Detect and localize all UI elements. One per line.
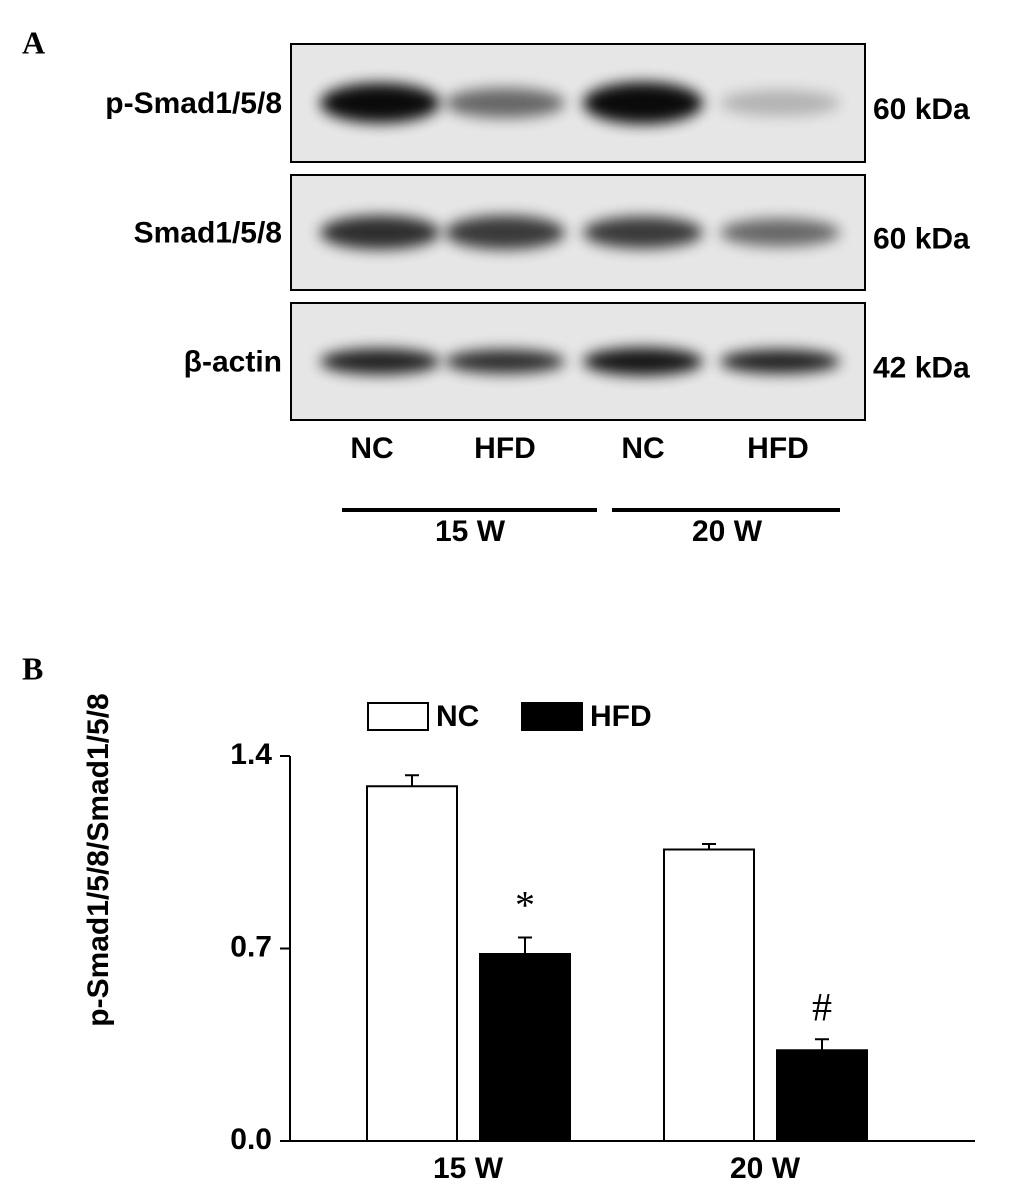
size-label: 60 kDa <box>873 222 970 255</box>
bar <box>479 953 571 1142</box>
group-label: 20 W <box>692 515 763 548</box>
y-tick-label: 0.7 <box>230 930 272 963</box>
blot-band <box>583 216 703 249</box>
error-bar <box>702 843 716 850</box>
lane-label: NC <box>621 432 664 465</box>
blot-frame <box>290 302 866 421</box>
bar-chart: 0.0 0.7 1.4 p-Smad1/5/8/Smad1/5/8 NC HFD 15 W *… <box>82 693 975 1185</box>
y-axis-label: p-Smad1/5/8/Smad1/5/8 <box>82 693 115 1027</box>
error-bar <box>815 1038 829 1051</box>
legend-label: NC <box>436 700 479 733</box>
size-label: 60 kDa <box>873 93 970 126</box>
significance-mark: * <box>515 883 535 928</box>
bar <box>663 848 755 1142</box>
x-tick-label: 15 W <box>433 1152 504 1185</box>
legend-swatch <box>367 702 429 731</box>
blot-frame <box>290 43 866 163</box>
blot-band <box>720 349 840 374</box>
blot-band <box>720 218 840 247</box>
blot-band <box>445 88 565 118</box>
panel-label: B <box>22 650 43 686</box>
panel-label: A <box>22 24 45 60</box>
significance-mark: # <box>812 984 832 1029</box>
blot-band <box>583 82 703 124</box>
bar <box>366 785 458 1142</box>
lane-label: NC <box>350 432 393 465</box>
western-blot: p-Smad1/5/8 60 kDa Smad1/5/8 60 kDa β-actin 4… <box>105 43 970 548</box>
lane-label: HFD <box>474 432 536 465</box>
lane-label: HFD <box>747 432 809 465</box>
group-label: 15 W <box>435 515 506 548</box>
protein-label: p-Smad1/5/8 <box>105 87 282 120</box>
y-tick-label: 0.0 <box>230 1123 272 1156</box>
blot-band <box>320 348 440 375</box>
blot-band <box>320 83 440 123</box>
y-tick-label: 1.4 <box>230 738 272 771</box>
protein-label: Smad1/5/8 <box>134 216 282 249</box>
size-label: 42 kDa <box>873 351 970 384</box>
bar <box>776 1049 868 1142</box>
blot-band <box>320 215 440 250</box>
blot-band <box>583 347 703 376</box>
blot-frame <box>290 174 866 291</box>
x-tick-label: 20 W <box>730 1152 801 1185</box>
protein-label: β-actin <box>184 345 282 378</box>
error-bar <box>518 936 532 954</box>
blot-band <box>445 349 565 374</box>
blot-band <box>445 215 565 250</box>
legend-label: HFD <box>590 700 652 733</box>
legend-swatch <box>521 702 583 731</box>
error-bar <box>405 774 419 787</box>
blot-band <box>720 90 840 116</box>
